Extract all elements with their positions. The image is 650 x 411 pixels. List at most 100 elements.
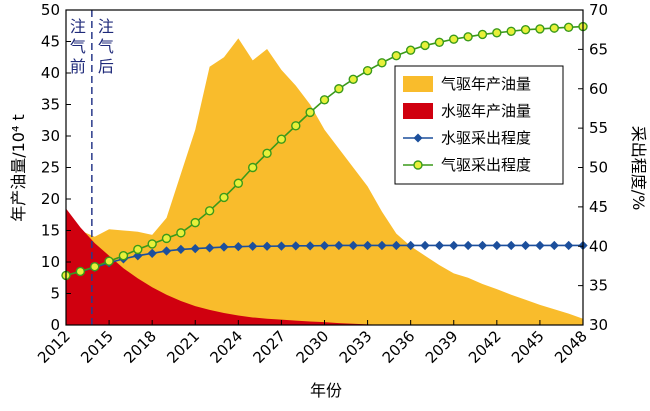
- water-recovery-point: [248, 241, 258, 251]
- y-axis-right-title: 采出程度/%: [629, 126, 648, 211]
- water-recovery-point: [406, 240, 416, 251]
- x-axis-title: 年份: [310, 381, 342, 400]
- gas-recovery-point: [549, 23, 559, 33]
- gas-recovery-point: [118, 250, 129, 261]
- y-left-tick-label: 30: [41, 127, 60, 145]
- gas-recovery-point: [247, 162, 258, 173]
- water-recovery-point: [176, 244, 186, 255]
- gas-recovery-point: [190, 217, 200, 228]
- water-recovery-point: [334, 240, 344, 251]
- y-right-tick-label: 50: [589, 159, 608, 177]
- water-recovery-point: [291, 241, 301, 251]
- gas-recovery-point: [535, 24, 545, 34]
- y-left-tick-label: 0: [50, 316, 60, 334]
- water-recovery-point: [190, 243, 200, 254]
- legend-label: 气驱年产油量: [441, 75, 531, 93]
- legend-label: 水驱年产油量: [441, 102, 531, 120]
- gas-recovery-point: [233, 178, 244, 188]
- x-tick-label: 2048: [551, 327, 591, 367]
- water-recovery-point: [348, 240, 358, 251]
- water-recovery-point: [362, 240, 373, 251]
- gas-recovery-point: [305, 107, 315, 118]
- gas-recovery-point: [204, 206, 215, 216]
- water-recovery-point: [477, 240, 488, 251]
- water-recovery-point: [391, 240, 401, 251]
- water-recovery-point: [305, 241, 315, 251]
- water-recovery-point: [262, 241, 272, 251]
- water-recovery-point: [535, 240, 545, 251]
- y-right-tick-label: 55: [589, 119, 608, 137]
- legend-marker: [413, 133, 423, 143]
- gas-recovery-point: [291, 121, 301, 131]
- y-right-tick-label: 30: [589, 316, 608, 334]
- y-left-tick-label: 40: [41, 64, 60, 82]
- gas-recovery-point: [563, 22, 574, 33]
- y-left-tick-label: 25: [41, 159, 60, 177]
- x-tick-label: 2039: [422, 327, 462, 367]
- gas-recovery-point: [391, 50, 402, 61]
- water-recovery-point: [319, 240, 330, 251]
- gas-recovery-point: [420, 40, 430, 51]
- gas-recovery-point: [262, 148, 272, 159]
- x-tick-label: 2042: [465, 327, 505, 367]
- y-left-tick-label: 5: [50, 285, 60, 303]
- annotation-before-injection: 注气前: [70, 17, 86, 76]
- gas-recovery-point: [477, 29, 488, 40]
- gas-recovery-point: [133, 244, 143, 255]
- y-right-tick-label: 45: [589, 198, 608, 216]
- y-right-tick-label: 65: [589, 40, 608, 58]
- water-recovery-point: [549, 240, 559, 251]
- water-recovery-point: [233, 242, 243, 252]
- water-recovery-point: [434, 240, 445, 251]
- y-axis-left-title: 年产油量/10⁴ t: [9, 114, 28, 222]
- y-left-tick-label: 20: [41, 190, 60, 208]
- x-tick-label: 2036: [379, 327, 419, 367]
- x-tick-label: 2045: [508, 327, 548, 367]
- y-left-tick-label: 45: [41, 33, 60, 51]
- gas-recovery-point: [348, 74, 358, 85]
- water-recovery-point: [564, 240, 574, 251]
- gas-recovery-point: [104, 256, 114, 266]
- water-recovery-point: [276, 241, 287, 251]
- x-tick-label: 2021: [163, 327, 203, 367]
- gas-recovery-point: [362, 65, 373, 76]
- y-left-tick-label: 50: [41, 1, 60, 19]
- gas-recovery-point: [75, 266, 86, 277]
- legend-label: 水驱采出程度: [441, 129, 531, 147]
- gas-recovery-point: [90, 262, 100, 272]
- water-recovery-point: [506, 240, 516, 251]
- gas-recovery-point: [449, 34, 459, 44]
- x-tick-label: 2033: [336, 327, 376, 367]
- legend-label: 气驱采出程度: [441, 156, 531, 174]
- water-recovery-point: [520, 240, 531, 251]
- y-right-tick-label: 40: [589, 237, 608, 255]
- gas-recovery-point: [176, 228, 186, 238]
- water-recovery-point: [420, 240, 430, 251]
- water-recovery-point: [161, 246, 172, 256]
- legend-swatch: [403, 76, 433, 92]
- water-recovery-point: [219, 242, 229, 252]
- y-left-tick-label: 15: [41, 222, 60, 240]
- y-left-tick-label: 10: [41, 253, 60, 271]
- y-right-tick-label: 70: [589, 1, 608, 19]
- annotation-after-injection: 注气后: [98, 17, 114, 76]
- x-tick-label: 2027: [250, 327, 290, 367]
- area-series-water-oil: [66, 208, 583, 325]
- water-recovery-point: [463, 240, 473, 251]
- x-tick-label: 2024: [206, 327, 246, 367]
- x-tick-label: 2018: [120, 327, 160, 367]
- gas-recovery-point: [506, 26, 516, 36]
- legend-marker: [413, 160, 423, 170]
- gas-recovery-point: [219, 192, 229, 203]
- gas-recovery-point: [319, 95, 330, 105]
- gas-recovery-point: [405, 45, 416, 55]
- water-recovery-point: [147, 248, 157, 258]
- water-recovery-point: [204, 243, 215, 253]
- x-tick-label: 2015: [77, 327, 117, 367]
- gas-recovery-point: [520, 24, 531, 35]
- water-recovery-point: [377, 240, 387, 251]
- y-right-tick-label: 60: [589, 80, 608, 98]
- gas-recovery-point: [434, 37, 445, 47]
- area-series-gas-oil: [66, 38, 583, 325]
